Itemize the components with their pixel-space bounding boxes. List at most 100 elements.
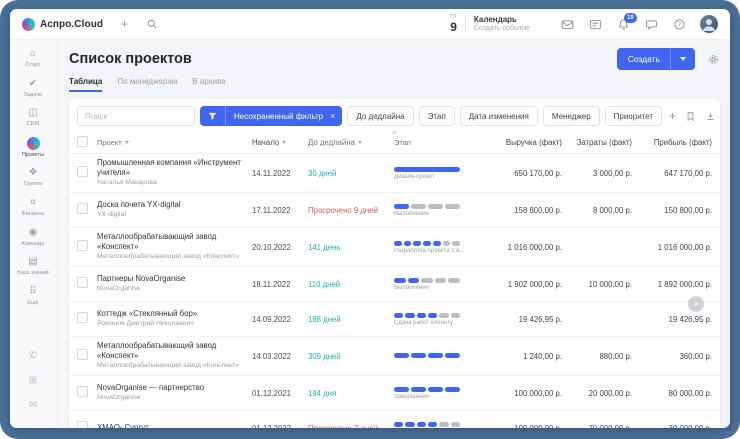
row-checkbox[interactable]: [77, 349, 88, 360]
project-title[interactable]: Металлообрабатывающий завод «Конспект»: [97, 232, 244, 252]
table-row[interactable]: Металлообрабатывающий завод «Конспект» М…: [69, 336, 720, 375]
page-settings-gear-icon[interactable]: [707, 53, 720, 66]
project-title[interactable]: Коттедж «Стеклянный бор»: [97, 309, 244, 319]
project-title[interactable]: Доска почета YX-digital: [97, 200, 244, 210]
crm-icon: ◫: [28, 107, 37, 119]
collapse-header-icon[interactable]: ^: [393, 130, 397, 139]
sidebar-item-team[interactable]: ◉ Команда: [10, 223, 56, 253]
table-row[interactable]: Коттедж «Стеклянный бор» Романов Дмитрий…: [69, 301, 720, 336]
stage-cell: [394, 353, 484, 360]
more-icon: ⠿: [29, 286, 36, 298]
revenue-value: 650 170,00 р.: [484, 169, 562, 178]
active-filter-chip[interactable]: Несохраненный фильтр ×: [200, 106, 342, 126]
filter-button[interactable]: До дедлайна: [347, 106, 413, 126]
tasks-icon: ✔: [29, 78, 37, 90]
column-header-stage[interactable]: Этап: [394, 138, 484, 147]
stage-label: Выполнение: [394, 285, 478, 291]
stage-cell: Завершение: [394, 387, 484, 400]
revenue-value: 19 426,95 р.: [484, 315, 562, 324]
sort-icon: [358, 141, 362, 144]
help-icon[interactable]: ?: [673, 18, 686, 31]
topbar: Аспро.Cloud + пт 9 Календарь Создать соб…: [10, 9, 730, 40]
create-button[interactable]: Создать: [617, 48, 695, 70]
filter-button[interactable]: Приоритет: [605, 106, 662, 126]
row-checkbox[interactable]: [77, 386, 88, 397]
stage-label: Разработка проекта 1 в...: [394, 248, 478, 254]
sidebar-item-finance[interactable]: ¤ Финансы: [10, 193, 56, 223]
user-avatar[interactable]: [700, 15, 718, 33]
table-row[interactable]: Партнеры NovaOrganise NovaOrganise 18.11…: [69, 266, 720, 301]
sidebar-item-tasks[interactable]: ✔ Задачи: [10, 74, 56, 104]
knowledge-icon: ▤: [28, 256, 37, 268]
deadline-value: Просрочено 7 дней: [308, 424, 394, 428]
add-filter-plus-icon[interactable]: +: [667, 109, 678, 123]
mail-icon[interactable]: [561, 18, 574, 31]
project-title[interactable]: NovaOrganise — партнерство: [97, 383, 244, 393]
row-checkbox[interactable]: [77, 240, 88, 251]
project-subtitle: NovaOrganise: [97, 285, 244, 294]
filter-button[interactable]: Этап: [419, 106, 455, 126]
close-icon[interactable]: ×: [330, 112, 335, 121]
date-widget[interactable]: пт 9: [450, 15, 457, 33]
project-title[interactable]: ХМАО- Сургут: [97, 423, 244, 428]
column-header-deadline[interactable]: До дедлайна: [308, 138, 394, 147]
calendar-create-event: Создать событие: [474, 25, 530, 34]
select-all-checkbox[interactable]: [77, 136, 88, 147]
column-header-profit[interactable]: Прибыль (факт): [632, 138, 712, 147]
tab-by-managers[interactable]: По менеджерам: [117, 77, 177, 92]
stage-progress-bar: [394, 278, 460, 283]
divider: [670, 48, 671, 70]
table-row[interactable]: Доска почета YX-digital YX-digital 17.11…: [69, 192, 720, 227]
notes-icon[interactable]: [589, 18, 602, 31]
sidebar-item-crm[interactable]: ◫ CRM: [10, 103, 56, 133]
scroll-right-button[interactable]: ›: [688, 296, 704, 312]
row-checkbox[interactable]: [77, 277, 88, 288]
column-header-costs[interactable]: Затраты (факт): [562, 138, 632, 147]
search-icon[interactable]: [146, 18, 158, 30]
project-title[interactable]: Металлообрабатывающий завод «Конспект»: [97, 341, 244, 361]
project-title[interactable]: Партнеры NovaOrganise: [97, 274, 244, 284]
sidebar-item-knowledge[interactable]: ▤ База знаний: [10, 252, 56, 282]
costs-value: 10 000,00 р.: [562, 280, 632, 289]
revenue-value: 1 016 000,00 р.: [484, 243, 562, 252]
filter-button[interactable]: Менеджер: [543, 106, 600, 126]
tab-table[interactable]: Таблица: [69, 77, 102, 92]
sidebar-item-groups[interactable]: ❖ Группы: [10, 163, 56, 193]
revenue-value: 158 800,00 р.: [484, 206, 562, 215]
row-checkbox[interactable]: [77, 312, 88, 323]
start-date: 01.12.2022: [252, 424, 308, 428]
row-checkbox[interactable]: [77, 421, 88, 428]
profit-value: 19 426,95 р.: [632, 315, 712, 324]
row-checkbox[interactable]: [77, 203, 88, 214]
column-header-revenue[interactable]: Выручка (факт): [484, 138, 562, 147]
bell-icon[interactable]: 19: [617, 18, 630, 31]
table-row[interactable]: Промышленная компания «Инструмент учител…: [69, 153, 720, 192]
profit-value: 1 892 000,00 р.: [632, 280, 712, 289]
costs-value: 3 000,00 р.: [562, 169, 632, 178]
column-header-start[interactable]: Начало: [252, 138, 308, 147]
feedback-mail-icon[interactable]: ✉: [29, 393, 37, 418]
bookmark-icon[interactable]: [683, 111, 698, 122]
global-add-button[interactable]: +: [121, 18, 128, 30]
chevron-down-icon[interactable]: [680, 57, 686, 61]
stage-cell: Техническое оснащение: [394, 422, 484, 428]
table-row[interactable]: ХМАО- Сургут 01.12.2022 Просрочено 7 дне…: [69, 410, 720, 428]
tab-archive[interactable]: В архиве: [192, 77, 225, 92]
sidebar-item-projects[interactable]: Проекты: [10, 133, 56, 164]
chat-icon[interactable]: [645, 18, 658, 31]
row-checkbox[interactable]: [77, 166, 88, 177]
filter-button[interactable]: Дата изменения: [460, 106, 538, 126]
start-date: 17.11.2022: [252, 206, 308, 215]
table-row[interactable]: Металлообрабатывающий завод «Конспект» М…: [69, 227, 720, 266]
project-title[interactable]: Промышленная компания «Инструмент учител…: [97, 158, 244, 178]
table-row[interactable]: NovaOrganise — партнерство NovaOrganise …: [69, 375, 720, 410]
download-icon[interactable]: [703, 111, 718, 122]
sidebar-item-start[interactable]: ⌂ Старт: [10, 44, 56, 74]
apps-icon[interactable]: ⊞: [29, 368, 37, 393]
brand-name: Аспро.Cloud: [40, 19, 103, 30]
sidebar-item-more[interactable]: ⠿ Ещё: [10, 282, 56, 312]
calendar-widget[interactable]: Календарь Создать событие: [474, 15, 530, 34]
search-input[interactable]: [77, 106, 195, 126]
support-phone-icon[interactable]: ✆: [29, 343, 37, 368]
column-header-project[interactable]: Проект: [97, 138, 252, 147]
